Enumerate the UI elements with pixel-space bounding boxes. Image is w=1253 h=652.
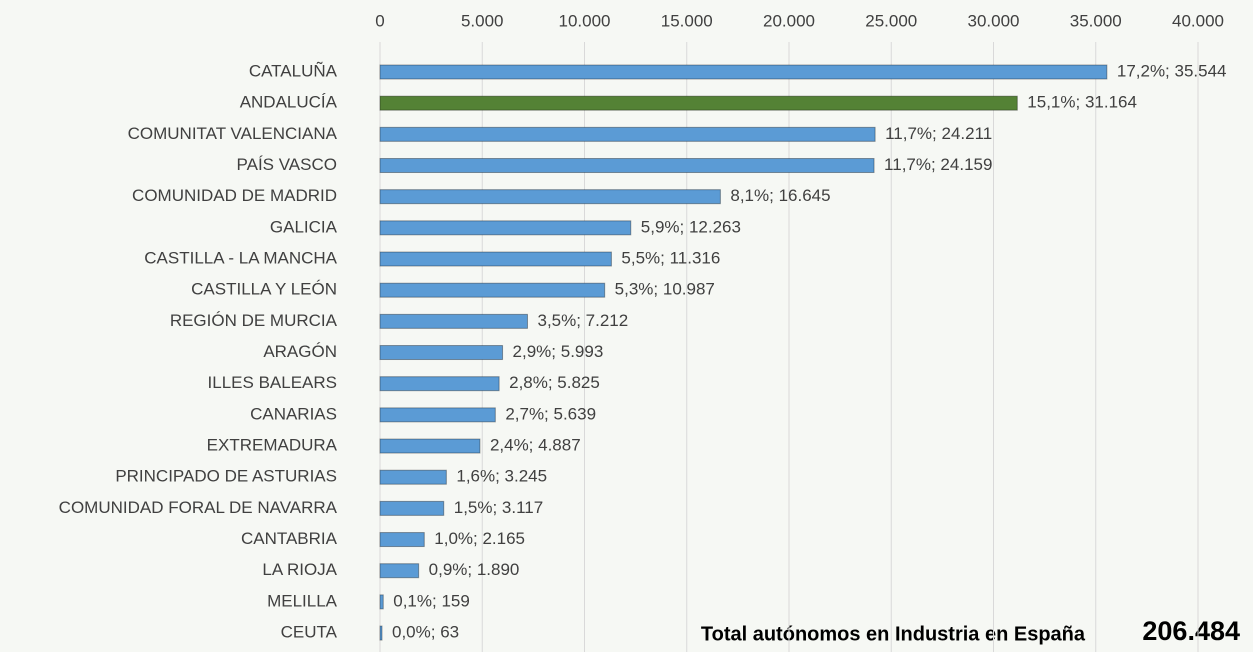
annotation-total: 206.484 bbox=[1142, 616, 1240, 646]
y-tick-label: LA RIOJA bbox=[262, 560, 337, 579]
bar bbox=[379, 532, 425, 548]
bar bbox=[379, 563, 420, 579]
value-label: 2,9%; 5.993 bbox=[513, 342, 604, 361]
bar bbox=[379, 126, 876, 142]
value-label: 17,2%; 35.544 bbox=[1117, 61, 1227, 80]
y-tick-label: COMUNIDAD DE MADRID bbox=[132, 186, 337, 205]
x-tick-label: 15.000 bbox=[661, 11, 713, 30]
value-label: 15,1%; 31.164 bbox=[1027, 93, 1137, 112]
value-label: 0,9%; 1.890 bbox=[429, 560, 520, 579]
y-tick-label: MELILLA bbox=[267, 591, 338, 610]
bar bbox=[379, 438, 481, 454]
value-label: 8,1%; 16.645 bbox=[730, 186, 830, 205]
x-tick-label: 20.000 bbox=[763, 11, 815, 30]
y-tick-label: CEUTA bbox=[281, 623, 338, 642]
value-label: 1,5%; 3.117 bbox=[454, 498, 543, 517]
bar bbox=[379, 345, 504, 361]
bar bbox=[379, 64, 1108, 80]
y-tick-label: GALICIA bbox=[270, 217, 338, 236]
y-tick-label: REGIÓN DE MURCIA bbox=[170, 311, 338, 330]
value-label: 0,0%; 63 bbox=[392, 623, 459, 642]
y-tick-label: ANDALUCÍA bbox=[240, 93, 338, 112]
y-tick-label: CASTILLA - LA MANCHA bbox=[144, 249, 337, 268]
y-tick-label: COMUNIDAD FORAL DE NAVARRA bbox=[59, 498, 338, 517]
bar bbox=[379, 376, 500, 392]
bar bbox=[379, 158, 875, 174]
x-tick-label: 40.000 bbox=[1172, 11, 1224, 30]
value-label: 1,0%; 2.165 bbox=[434, 529, 525, 548]
bar bbox=[379, 594, 384, 610]
value-label: 1,6%; 3.245 bbox=[456, 467, 547, 486]
value-label: 2,8%; 5.825 bbox=[509, 373, 600, 392]
bar bbox=[379, 500, 445, 516]
x-tick-label: 10.000 bbox=[559, 11, 611, 30]
bar bbox=[379, 282, 606, 298]
y-tick-label: CANTABRIA bbox=[241, 529, 338, 548]
x-tick-label: 0 bbox=[375, 11, 384, 30]
x-tick-label: 5.000 bbox=[461, 11, 504, 30]
y-tick-label: CANARIAS bbox=[250, 404, 337, 423]
value-label: 5,9%; 12.263 bbox=[641, 217, 741, 236]
annotation: Total autónomos en Industria en España bbox=[701, 623, 1086, 645]
value-label: 2,7%; 5.639 bbox=[505, 404, 596, 423]
y-tick-label: ILLES BALEARS bbox=[208, 373, 337, 392]
bar bbox=[379, 95, 1018, 111]
x-tick-label: 25.000 bbox=[865, 11, 917, 30]
y-tick-label: CATALUÑA bbox=[249, 61, 338, 80]
bar bbox=[379, 625, 383, 641]
bar bbox=[379, 251, 612, 267]
value-label: 11,7%; 24.159 bbox=[884, 155, 992, 174]
value-label: 2,4%; 4.887 bbox=[490, 436, 581, 455]
x-tick-label: 30.000 bbox=[968, 11, 1020, 30]
value-label: 0,1%; 159 bbox=[393, 591, 470, 610]
value-label: 3,5%; 7.212 bbox=[537, 311, 628, 330]
bar bbox=[379, 313, 528, 329]
y-tick-label: PRINCIPADO DE ASTURIAS bbox=[115, 467, 337, 486]
y-tick-label: PAÍS VASCO bbox=[237, 155, 337, 174]
y-tick-label: ARAGÓN bbox=[263, 342, 337, 361]
bar bbox=[379, 220, 632, 236]
value-label: 11,7%; 24.211 bbox=[885, 124, 992, 143]
y-tick-label: CASTILLA Y LEÓN bbox=[191, 280, 337, 299]
bar bbox=[379, 469, 447, 485]
value-label: 5,3%; 10.987 bbox=[615, 280, 715, 299]
bar bbox=[379, 189, 721, 205]
y-tick-label: COMUNITAT VALENCIANA bbox=[128, 124, 338, 143]
x-tick-label: 35.000 bbox=[1070, 11, 1122, 30]
bar bbox=[379, 407, 496, 423]
value-label: 5,5%; 11.316 bbox=[621, 249, 720, 268]
y-tick-label: EXTREMADURA bbox=[207, 436, 338, 455]
